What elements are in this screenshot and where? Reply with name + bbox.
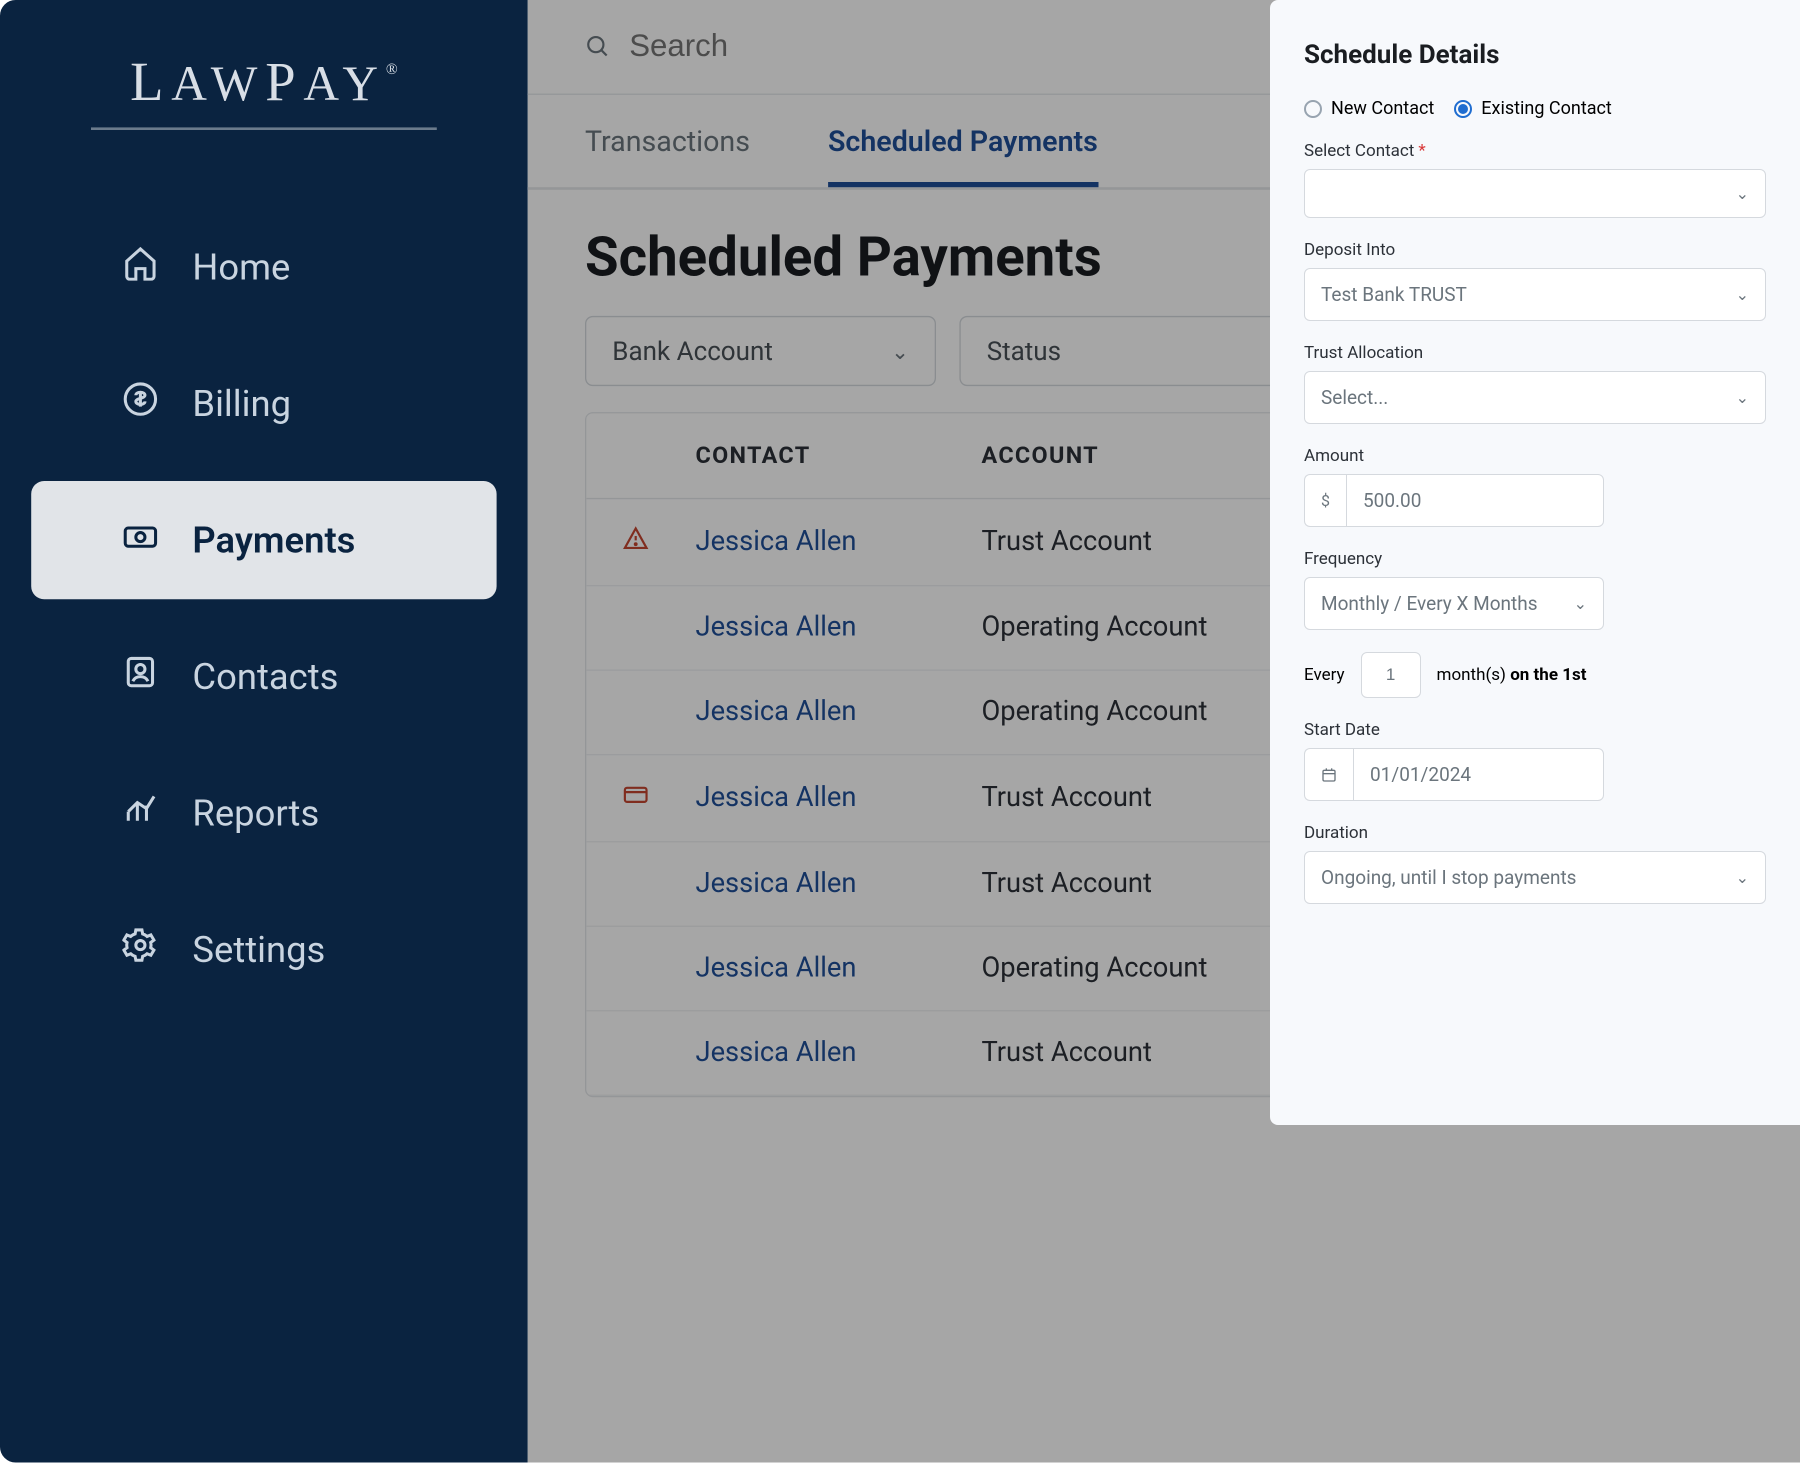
start-date-input-group: 01/01/2024 [1304,748,1604,801]
every-suffix: month(s) [1437,665,1506,685]
start-date-input[interactable]: 01/01/2024 [1353,748,1604,801]
every-value-input[interactable] [1361,652,1421,698]
panel-title: Schedule Details [1304,40,1766,70]
radio-new-contact[interactable]: New Contact [1304,98,1434,119]
sidebar-item-label: Reports [192,792,319,835]
amount-label: Amount [1304,446,1604,466]
trust-allocation-label: Trust Allocation [1304,343,1766,363]
radio-label: New Contact [1331,98,1434,119]
deposit-into-label: Deposit Into [1304,240,1766,260]
duration-dropdown[interactable]: Ongoing, until I stop payments ⌄ [1304,851,1766,904]
chevron-down-icon: ⌄ [1736,184,1749,203]
chevron-down-icon: ⌄ [1736,868,1749,887]
chevron-down-icon: ⌄ [1736,388,1749,407]
select-value: Select... [1321,386,1388,409]
home-icon [122,244,158,290]
sidebar-item-contacts[interactable]: Contacts [31,618,496,736]
radio-icon [1454,100,1472,118]
radio-label: Existing Contact [1481,98,1612,119]
reports-icon [122,790,158,836]
radio-icon [1304,100,1322,118]
dollar-icon [122,381,158,427]
sidebar-item-billing[interactable]: Billing [31,345,496,463]
gear-icon [122,927,158,973]
sidebar-item-label: Settings [192,928,325,971]
currency-symbol: $ [1304,474,1346,527]
contacts-icon [122,654,158,700]
sidebar-item-settings[interactable]: Settings [31,890,496,1008]
sidebar-item-label: Contacts [192,655,338,698]
chevron-down-icon: ⌄ [1574,594,1587,613]
trust-allocation-dropdown[interactable]: Select... ⌄ [1304,371,1766,424]
amount-input[interactable]: 500.00 [1346,474,1604,527]
select-value: Monthly / Every X Months [1321,592,1538,615]
chevron-down-icon: ⌄ [1736,285,1749,304]
start-date-label: Start Date [1304,720,1604,740]
sidebar-item-label: Payments [192,519,355,562]
every-prefix: Every [1304,665,1345,685]
select-contact-label: Select Contact* [1304,141,1766,161]
contact-type-radio-group: New Contact Existing Contact [1304,98,1766,119]
sidebar-item-home[interactable]: Home [31,208,496,326]
sidebar-item-reports[interactable]: Reports [31,754,496,872]
brand-logo: LAWPAY® [91,52,437,130]
frequency-dropdown[interactable]: Monthly / Every X Months ⌄ [1304,577,1604,630]
select-value: Test Bank TRUST [1321,283,1467,306]
cash-icon [122,517,158,563]
frequency-label: Frequency [1304,549,1604,569]
calendar-icon [1304,748,1353,801]
radio-existing-contact[interactable]: Existing Contact [1454,98,1612,119]
deposit-into-dropdown[interactable]: Test Bank TRUST ⌄ [1304,268,1766,321]
select-value: Ongoing, until I stop payments [1321,866,1576,889]
amount-input-group: $ 500.00 [1304,474,1604,527]
sidebar-item-label: Billing [192,382,291,425]
sidebar: LAWPAY® Home Billing Payments Contacts Repor… [0,0,528,1463]
duration-label: Duration [1304,823,1766,843]
sidebar-item-label: Home [192,246,290,289]
schedule-details-panel: Schedule Details New Contact Existing Co… [1270,0,1800,1125]
every-bold: on the 1st [1510,665,1586,685]
select-contact-dropdown[interactable]: ⌄ [1304,169,1766,218]
sidebar-item-payments[interactable]: Payments [31,481,496,599]
every-row: Every month(s) on the 1st [1304,652,1766,698]
